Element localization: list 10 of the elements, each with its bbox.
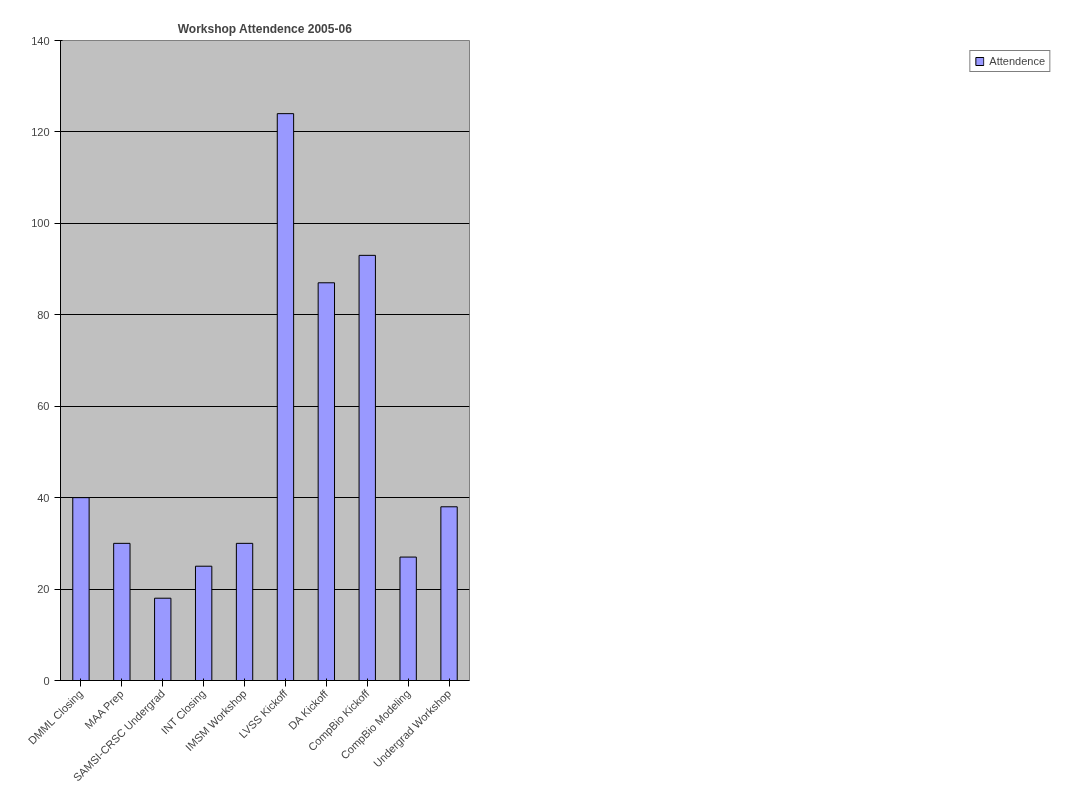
y-tick-label: 60	[37, 400, 50, 413]
y-tick-label: 120	[31, 125, 50, 138]
legend-label: Attendence	[989, 55, 1045, 67]
y-tick-label: 0	[43, 674, 50, 687]
y-tick-label: 20	[37, 583, 50, 596]
y-tick-label: 140	[31, 34, 50, 47]
y-tick-label: 40	[37, 491, 50, 504]
chart-title: Workshop Attendence 2005-06	[177, 21, 353, 36]
y-tick-label: 80	[37, 308, 50, 321]
y-tick-label: 100	[31, 217, 50, 230]
